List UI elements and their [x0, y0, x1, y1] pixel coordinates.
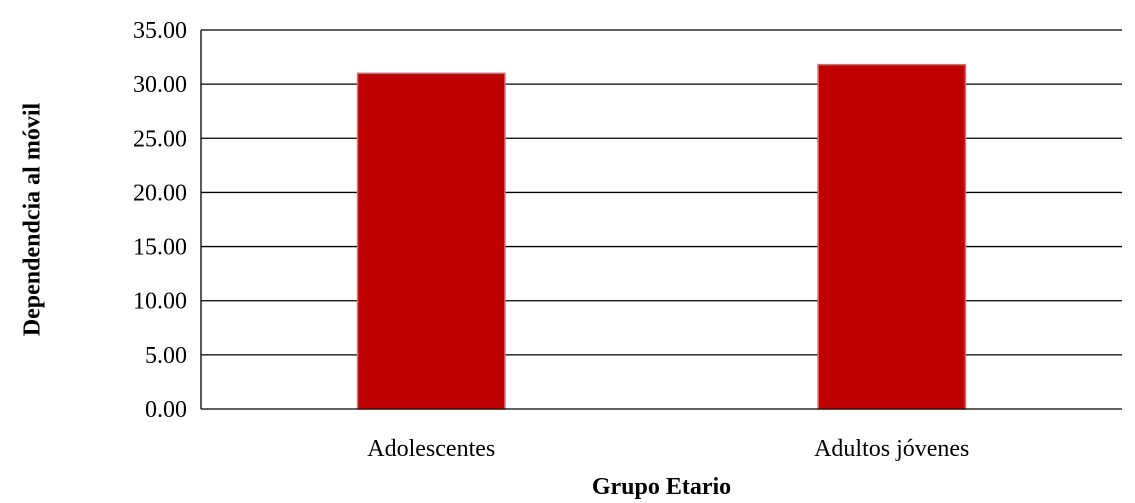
y-tick-label: 30.00: [133, 72, 187, 98]
axes: [200, 30, 1122, 410]
y-tick-labels: 0.00 5.00 10.00 15.00 20.00 25.00 30.00 35.00: [133, 18, 187, 423]
y-tick-label: 10.00: [133, 289, 187, 315]
y-tick-label: 5.00: [145, 343, 187, 369]
y-tick-label: 0.00: [145, 397, 187, 423]
x-axis-title: Grupo Etario: [592, 474, 731, 500]
x-tick-label: Adultos jóvenes: [814, 436, 969, 462]
y-tick-label: 25.00: [133, 126, 187, 152]
y-tick-label: 35.00: [133, 18, 187, 44]
y-tick-label: 20.00: [133, 180, 187, 206]
bar-2: [817, 63, 967, 410]
x-tick-label: Adolescentes: [367, 436, 495, 462]
bar-1: [356, 72, 506, 410]
gridlines: [201, 29, 1122, 356]
x-tick-labels: Adolescentes Adultos jóvenes: [367, 436, 969, 462]
y-axis-title: Dependendcia al móvil: [20, 102, 46, 336]
bars: [356, 63, 967, 410]
y-tick-label: 15.00: [133, 235, 187, 261]
